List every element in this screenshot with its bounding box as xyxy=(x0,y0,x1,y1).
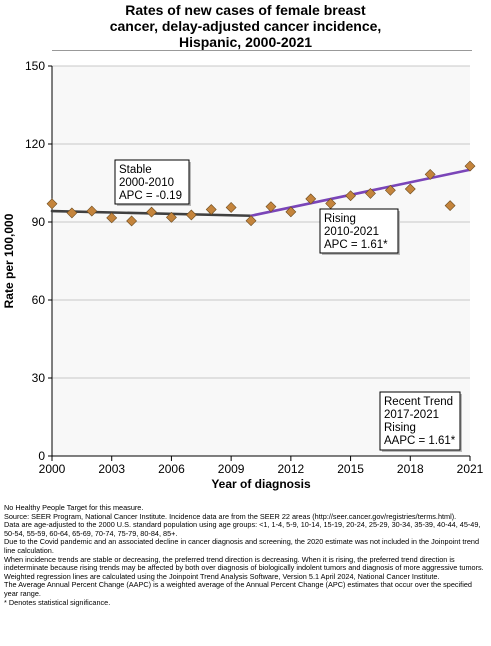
y-tick-label: 0 xyxy=(38,449,45,463)
annotation-line: APC = 1.61* xyxy=(324,239,388,251)
annotation-box xyxy=(379,391,461,451)
y-tick-label: 90 xyxy=(32,215,46,229)
x-tick-label: 2000 xyxy=(39,462,66,476)
annotation-line: Recent Trend xyxy=(384,396,453,408)
footnote: No Healthy People Target for this measur… xyxy=(4,503,144,512)
data-point xyxy=(285,206,297,218)
data-point xyxy=(305,193,317,205)
annotation-line: 2010-2021 xyxy=(324,226,379,238)
x-tick-label: 2018 xyxy=(397,462,424,476)
annotation-box xyxy=(319,208,399,254)
data-point xyxy=(245,215,257,227)
footnote: Source: SEER Program, National Cancer In… xyxy=(4,511,457,521)
data-point xyxy=(225,202,237,213)
footnote: Data are age-adjusted to the 2000 U.S. s… xyxy=(4,520,481,538)
annotation-line: Rising xyxy=(384,422,416,434)
data-point xyxy=(205,204,217,215)
annotation-box xyxy=(114,159,190,205)
footnote: * Denotes statistical significance. xyxy=(4,597,111,607)
y-tick-label: 120 xyxy=(25,137,45,151)
data-point xyxy=(365,187,376,199)
x-tick-label: 2009 xyxy=(218,462,245,476)
data-point xyxy=(126,215,138,227)
footnote: The Average Annual Percent Change (AAPC)… xyxy=(4,580,472,598)
data-point xyxy=(86,205,98,217)
plot-area xyxy=(52,66,470,456)
data-point xyxy=(404,183,416,195)
data-point xyxy=(464,160,476,172)
trend-line-2010-2021 xyxy=(249,168,472,218)
data-point xyxy=(424,168,436,180)
chart-canvas: 0 30 60 90 120 150 2000 2003 2006 2009 2012 2015 201… xyxy=(2,59,484,491)
y-axis-title: Rate per 100,000 xyxy=(2,213,16,308)
footnote: Weighted regression lines are calculated… xyxy=(4,571,440,581)
y-tick-label: 60 xyxy=(32,293,46,307)
data-point xyxy=(444,200,456,212)
annotation-line: Rising xyxy=(324,213,356,225)
annotation-line: 2017-2021 xyxy=(384,409,439,421)
annotation-line: Stable xyxy=(119,164,152,176)
data-point xyxy=(166,211,177,223)
x-tick-label: 2012 xyxy=(278,462,305,476)
x-tick-label: 2003 xyxy=(98,462,125,476)
x-tick-label: 2015 xyxy=(337,462,364,476)
data-point xyxy=(146,206,157,218)
title-line: Rates of new cases of female breast xyxy=(125,2,366,18)
y-tick-label: 150 xyxy=(25,59,45,73)
data-point xyxy=(46,198,58,210)
x-tick-label: 2021 xyxy=(457,462,484,476)
data-point xyxy=(185,209,197,221)
data-point xyxy=(345,190,356,202)
title-line: Hispanic, 2000-2021 xyxy=(178,34,313,50)
data-point xyxy=(106,212,118,224)
annotation-line: APC = -0.19 xyxy=(119,190,182,202)
x-axis-title: Year of diagnosis xyxy=(211,477,311,491)
footnote: When incidence trends are stable or decr… xyxy=(4,554,484,573)
title-divider xyxy=(52,50,472,51)
chart-title: Rates of new cases of female breast canc… xyxy=(0,2,491,50)
annotation-line: AAPC = 1.61* xyxy=(384,435,456,447)
title-line: cancer, delay-adjusted cancer incidence, xyxy=(109,18,382,34)
footnote: Due to the Covid pandemic and an associa… xyxy=(4,537,480,555)
data-point xyxy=(66,207,78,219)
x-tick-label: 2006 xyxy=(158,462,185,476)
footnotes: No Healthy People Target for this measur… xyxy=(4,503,488,607)
annotation-line: 2000-2010 xyxy=(119,177,174,189)
data-point xyxy=(265,201,277,213)
data-point xyxy=(384,184,396,196)
y-tick-label: 30 xyxy=(32,371,46,385)
